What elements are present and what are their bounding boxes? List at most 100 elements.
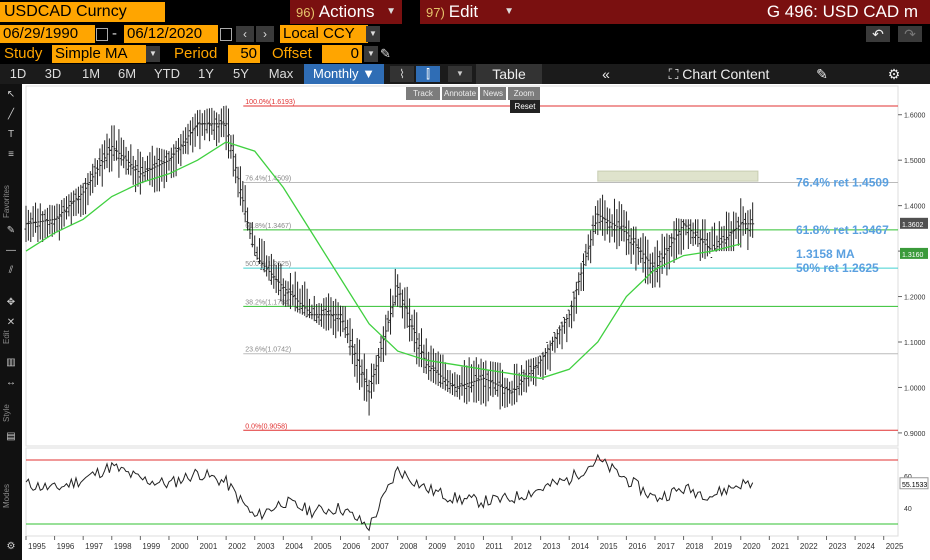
pen-icon[interactable]: ✎	[6, 225, 16, 236]
undo-icon[interactable]: ↶	[866, 26, 890, 42]
period-6m[interactable]: 6M	[117, 66, 137, 81]
period-1d[interactable]: 1D	[9, 66, 27, 81]
offset-field[interactable]: 0	[322, 45, 362, 63]
calendar-icon[interactable]	[96, 28, 108, 41]
study-controls: Study Simple MA ▼ Period 50 Offset 0 ▼ ✎	[0, 44, 930, 64]
expand-icon[interactable]: ↔	[6, 377, 16, 388]
ticker-field[interactable]: USDCAD Curncy	[0, 2, 165, 22]
annotate-chip[interactable]: Annotate	[442, 87, 478, 100]
chart-content-label: Chart Content	[682, 66, 770, 82]
actions-menu-label: Actions	[318, 2, 375, 21]
calendar-icon[interactable]	[220, 28, 232, 41]
edit-chart-icon[interactable]: ✎	[808, 64, 836, 84]
line-chart-icon[interactable]: ⌇	[390, 66, 414, 82]
rsi-value-label: 55.1533	[902, 482, 927, 489]
cursor-icon[interactable]: ↖	[6, 89, 16, 100]
x-axis-label: 2010	[457, 542, 475, 551]
news-chip[interactable]: News	[480, 87, 506, 100]
fib-level-label: 38.2%(1.1784)	[245, 299, 291, 306]
start-date-field[interactable]: 06/29/1990	[0, 25, 95, 43]
chart-area[interactable]: 100.0%(1.6193) 76.4%(1.4509) 61.8%(1.3467)…	[22, 84, 930, 560]
period-1y[interactable]: 1Y	[198, 66, 214, 81]
delete-icon[interactable]: ✕	[6, 317, 16, 328]
chart-content-button[interactable]: ⛶ Chart Content	[644, 64, 794, 84]
actions-menu[interactable]: 96) Actions ▼	[290, 0, 402, 24]
x-axis-label: 1997	[85, 542, 103, 551]
text-tool-icon[interactable]: T	[7, 129, 15, 140]
chevron-down-icon[interactable]: ▼	[448, 66, 472, 82]
color-icon[interactable]: ▤	[6, 431, 16, 442]
next-arrow-icon[interactable]: ›	[256, 26, 274, 42]
fib-level-label: 61.8%(1.3467)	[245, 223, 291, 230]
header-bar: USDCAD Curncy 96) Actions ▼ 97) Edit ▼ G 4…	[0, 0, 930, 24]
y-axis-label: 1.1000	[904, 340, 926, 347]
chart-svg[interactable]: 100.0%(1.6193) 76.4%(1.4509) 61.8%(1.3467)…	[22, 84, 930, 560]
study-select[interactable]: Simple MA	[52, 45, 146, 63]
period-field[interactable]: 50	[228, 45, 260, 63]
fib-tool-icon[interactable]: ≡	[8, 149, 14, 160]
x-axis-label: 1996	[57, 542, 75, 551]
y-axis-label: 1.6000	[904, 113, 926, 120]
pencil-icon[interactable]: ✎	[380, 46, 391, 61]
x-axis-label: 2009	[428, 542, 446, 551]
period-ytd[interactable]: YTD	[154, 66, 180, 81]
reset-button[interactable]: Reset	[510, 100, 540, 113]
line-tool-icon[interactable]: ╱	[7, 109, 15, 120]
x-axis-label: 2011	[485, 542, 503, 551]
x-axis-label: 2002	[228, 542, 246, 551]
channel-icon[interactable]: ⫽	[8, 265, 14, 276]
chevron-down-icon[interactable]: ▼	[146, 46, 160, 62]
date-separator: -	[112, 25, 117, 42]
y-axis-label: 1.2000	[904, 295, 926, 302]
fib-level-label: 23.6%(1.0742)	[245, 347, 291, 354]
currency-select[interactable]: Local CCY	[280, 25, 368, 43]
edit-menu[interactable]: 97) Edit ▼	[420, 0, 520, 24]
hline-icon[interactable]: —	[6, 245, 16, 256]
move-icon[interactable]: ✥	[6, 297, 16, 308]
date-controls: 06/29/1990 - 06/12/2020 ‹ › Local CCY ▼ …	[0, 24, 930, 44]
period-3d[interactable]: 3D	[44, 66, 62, 81]
moving-average-line	[25, 141, 741, 380]
x-axis-label: 2017	[657, 542, 675, 551]
chevron-down-icon: ▼	[386, 6, 396, 17]
period-label: Period	[174, 45, 218, 62]
end-date-field[interactable]: 06/12/2020	[124, 25, 218, 43]
rsi-panel-frame	[25, 447, 899, 537]
x-axis-label: 2023	[829, 542, 847, 551]
settings-icon[interactable]: ⚙	[6, 541, 16, 552]
bar-chart-icon[interactable]: ⫿	[416, 66, 440, 82]
y-axis-label: 1.4000	[904, 204, 926, 211]
fib-level-label: 50.0%(1.2625)	[245, 261, 291, 268]
x-axis-label: 2019	[714, 542, 732, 551]
chevron-down-icon[interactable]: ▼	[364, 46, 378, 62]
y-axis-label: 1.0000	[904, 385, 926, 392]
zoom-chip[interactable]: Zoom	[508, 87, 540, 100]
price-tag-box	[900, 247, 928, 259]
trash-icon[interactable]: ▥	[6, 357, 16, 368]
fib-level-label: 76.4%(1.4509)	[245, 176, 291, 183]
redo-icon[interactable]: ↷	[898, 26, 922, 42]
style-label: Style	[2, 404, 11, 422]
period-1m[interactable]: 1M	[81, 66, 101, 81]
track-chip[interactable]: Track	[406, 87, 440, 100]
collapse-icon[interactable]: «	[592, 64, 620, 84]
y-axis-label: 1.5000	[904, 158, 926, 165]
x-axis-label: 2012	[514, 542, 532, 551]
x-axis-label: 1999	[142, 542, 160, 551]
frequency-label: Monthly	[312, 66, 359, 81]
edit-menu-number: 97)	[426, 5, 445, 20]
gear-icon[interactable]: ⚙	[880, 64, 908, 84]
frequency-select[interactable]: Monthly ▼	[304, 64, 384, 84]
y-axis-label: 0.9000	[904, 431, 926, 438]
prev-arrow-icon[interactable]: ‹	[236, 26, 254, 42]
period-max[interactable]: Max	[268, 66, 294, 81]
period-5y[interactable]: 5Y	[233, 66, 249, 81]
chevron-down-icon[interactable]: ▼	[366, 26, 380, 42]
x-axis-label: 2015	[600, 542, 618, 551]
rsi-value-box	[899, 477, 929, 490]
x-axis-label: 1995	[28, 542, 46, 551]
table-button[interactable]: Table	[476, 64, 542, 84]
price-tag-label: 1.3160	[902, 252, 924, 259]
retracement-label: 50% ret 1.2625	[796, 261, 879, 275]
x-axis-label: 2003	[257, 542, 275, 551]
